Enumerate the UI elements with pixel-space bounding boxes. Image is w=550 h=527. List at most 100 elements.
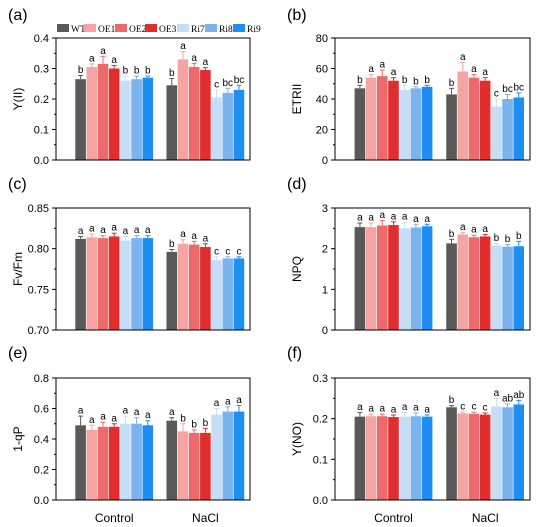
significance-letter: a — [78, 406, 84, 417]
significance-letter: c — [214, 79, 219, 90]
significance-letter: b — [180, 413, 186, 424]
y-tick-label: 60 — [316, 64, 328, 76]
significance-letter: a — [424, 405, 430, 416]
significance-letter: a — [111, 223, 117, 234]
legend-swatch — [233, 24, 245, 32]
significance-letter: a — [100, 46, 106, 57]
bar — [222, 258, 234, 330]
bar — [200, 70, 211, 160]
significance-letter: a — [169, 407, 175, 418]
bar — [354, 88, 366, 160]
bar — [188, 244, 200, 330]
y-tick-label: 0 — [322, 325, 328, 337]
bar — [166, 420, 178, 500]
panel-letter: (d) — [287, 176, 307, 193]
legend-label: Ri7 — [191, 25, 205, 35]
bar — [513, 97, 525, 160]
legend-label: OE2 — [129, 25, 147, 35]
bar — [75, 425, 86, 500]
legend-item: OE2 — [115, 24, 147, 35]
significance-letter: a — [482, 67, 488, 78]
bar — [131, 238, 142, 330]
bar — [457, 413, 469, 500]
y-tick-label: 0.0 — [34, 495, 49, 507]
significance-letter: a — [391, 405, 397, 416]
bar — [491, 245, 502, 330]
legend-swatch — [84, 24, 96, 32]
bar — [97, 238, 109, 330]
y-tick-label: 0.4 — [34, 33, 49, 45]
legend-label: WT — [71, 25, 86, 35]
plot-frame — [334, 377, 531, 501]
legend-item: Ri9 — [233, 24, 261, 35]
significance-letter: b — [494, 233, 500, 244]
bar — [108, 236, 120, 330]
significance-letter: a — [236, 395, 242, 406]
significance-letter: a — [145, 410, 151, 421]
bar — [399, 228, 410, 330]
bar — [86, 66, 98, 160]
significance-letter: a — [123, 406, 129, 417]
significance-letter: a — [380, 404, 386, 415]
bar — [513, 404, 525, 500]
y-axis-label: 1-qP — [11, 426, 25, 451]
significance-letter: b — [191, 419, 197, 430]
significance-letter: b — [134, 66, 140, 77]
bar — [491, 406, 502, 500]
significance-letter: b — [449, 78, 455, 89]
significance-letter: b — [78, 65, 84, 76]
significance-letter: a — [123, 226, 129, 237]
bar — [410, 227, 422, 330]
significance-letter: c — [236, 246, 241, 257]
bar — [166, 85, 178, 160]
y-tick-label: 40 — [316, 94, 328, 106]
bar — [97, 426, 109, 500]
bar — [142, 425, 154, 500]
y-tick-label: 0.0 — [34, 155, 49, 167]
bar — [200, 247, 211, 330]
y-tick-label: 0.80 — [28, 244, 49, 256]
y-tick-label: 0.70 — [28, 325, 49, 337]
bar — [457, 234, 469, 330]
significance-letter: a — [89, 53, 95, 64]
significance-letter: c — [471, 402, 476, 413]
plot-frame — [334, 37, 531, 161]
bar — [513, 246, 525, 330]
bar — [365, 416, 377, 500]
significance-letter: b — [123, 66, 129, 77]
bar — [86, 237, 98, 330]
y-tick-label: 0.2 — [34, 465, 49, 477]
y-tick-label: 0.85 — [28, 203, 49, 215]
significance-letter: a — [111, 413, 117, 424]
plot-frame — [55, 37, 251, 161]
legend-swatch — [115, 24, 127, 32]
significance-letter: a — [368, 64, 374, 75]
bar — [200, 432, 211, 500]
bar — [502, 99, 513, 160]
bar — [233, 411, 245, 500]
y-axis-label: Fv/Fm — [11, 252, 25, 286]
bar — [142, 77, 154, 160]
bar — [131, 423, 142, 500]
bar — [479, 236, 491, 330]
significance-letter: b — [203, 418, 209, 429]
legend-label: Ri8 — [219, 25, 233, 35]
plot-frame — [55, 377, 251, 501]
legend-item: OE3 — [145, 24, 177, 35]
significance-letter: ab — [513, 390, 525, 401]
y-tick-label: 2 — [322, 244, 328, 256]
y-tick-label: 0 — [322, 155, 328, 167]
significance-letter: a — [368, 404, 374, 415]
significance-letter: bc — [513, 82, 524, 93]
significance-letter: b — [449, 395, 455, 406]
significance-letter: b — [505, 234, 511, 245]
bar — [421, 226, 433, 330]
bar — [108, 68, 120, 160]
significance-letter: a — [191, 53, 197, 64]
significance-letter: b — [357, 75, 363, 86]
significance-letter: bc — [222, 78, 233, 89]
bar — [410, 88, 422, 160]
